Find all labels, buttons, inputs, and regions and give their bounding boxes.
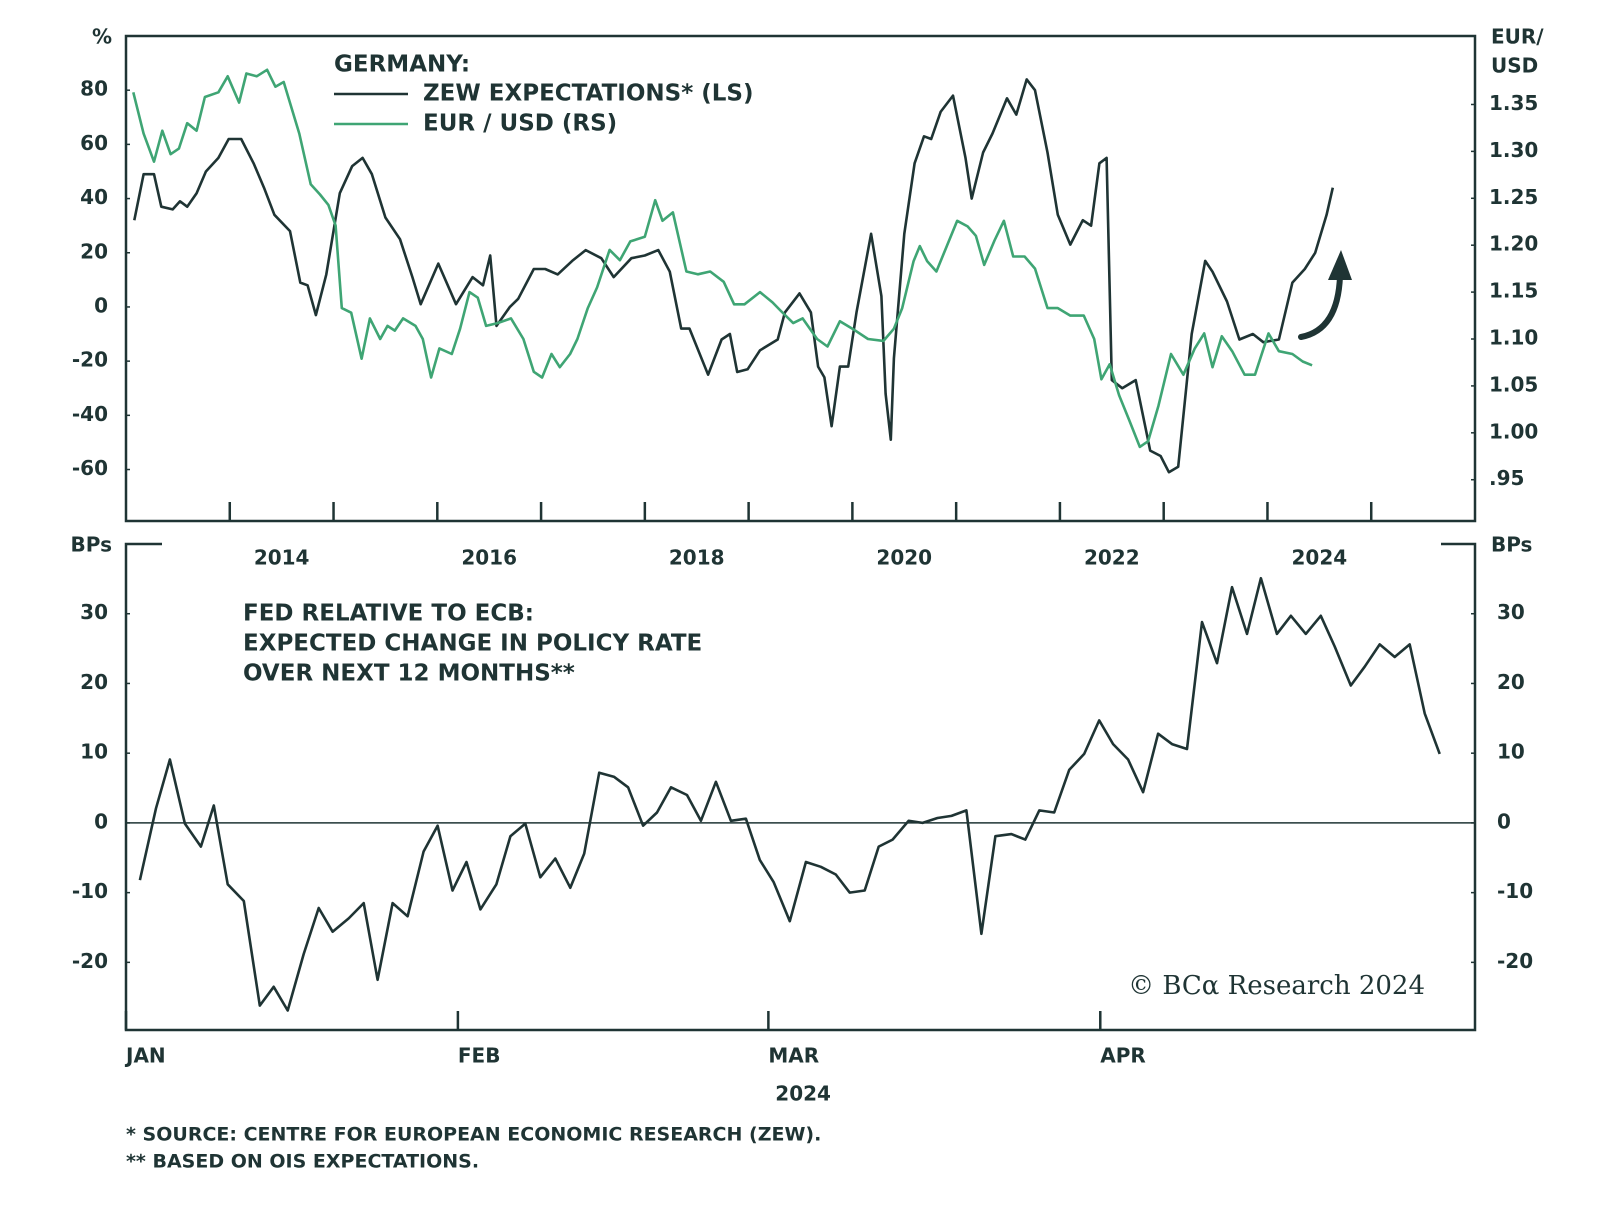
y2-tick-label: 1.00 [1489, 419, 1538, 443]
plot-frame [124, 34, 1477, 523]
y-tick-label: -60 [72, 456, 108, 480]
y2-tick-label: 1.20 [1489, 232, 1538, 256]
y2-tick-label: 1.10 [1489, 326, 1538, 350]
x-tick-label: MAR [768, 1044, 819, 1068]
y-tick-label-right: 30 [1497, 600, 1525, 624]
y-tick-label-right: 10 [1497, 740, 1525, 764]
y-tick-label: 60 [80, 131, 108, 155]
y2-tick-label: 1.15 [1489, 279, 1538, 303]
footnote: ** BASED ON OIS EXPECTATIONS. [126, 1151, 479, 1173]
x-tick-label: 2024 [1292, 546, 1348, 570]
x-tick-label: 2014 [254, 546, 310, 570]
footnote: * SOURCE: CENTRE FOR EUROPEAN ECONOMIC R… [126, 1124, 821, 1146]
x-axis-label: 2024 [775, 1082, 831, 1106]
copyright: © BCα Research 2024 [1128, 971, 1425, 1001]
y2-tick-label: 1.30 [1489, 138, 1538, 162]
y-tick-label: 80 [80, 77, 108, 101]
y2-tick-label: 1.35 [1489, 91, 1538, 115]
y2-tick-label: .95 [1489, 466, 1524, 490]
y-tick-label-right: 0 [1497, 809, 1511, 833]
series-line [133, 78, 1335, 474]
y-tick-label-right: -20 [1497, 949, 1533, 973]
y-tick-label-right: -10 [1497, 879, 1533, 903]
y-axis-label: BPs [71, 533, 112, 557]
y-tick-label-right: 20 [1497, 670, 1525, 694]
x-tick-label: APR [1100, 1044, 1146, 1068]
legend-label: ZEW EXPECTATIONS* (LS) [423, 81, 753, 107]
y2-tick-label: 1.05 [1489, 372, 1538, 396]
y-tick-label: -20 [72, 348, 108, 372]
y-tick-label: 0 [94, 293, 108, 317]
x-tick-label: 2018 [669, 546, 725, 570]
y-tick-label: -10 [72, 879, 108, 903]
plot-frame [124, 542, 1477, 1032]
panel-title: EXPECTED CHANGE IN POLICY RATE [243, 631, 702, 657]
y-axis-label-right: BPs [1491, 533, 1532, 557]
y-tick-label: 20 [80, 239, 108, 263]
y-axis-label: % [92, 25, 112, 49]
panel-title: FED RELATIVE TO ECB: [243, 601, 534, 627]
x-tick-label: 2016 [461, 546, 517, 570]
y-tick-label: 0 [94, 809, 108, 833]
x-tick-label: 2022 [1084, 546, 1140, 570]
y2-tick-label: 1.25 [1489, 185, 1538, 209]
series-line [132, 68, 1313, 449]
y-tick-label: 10 [80, 740, 108, 764]
y-tick-label: -20 [72, 949, 108, 973]
legend-title: GERMANY: [334, 52, 470, 78]
x-tick-label: JAN [124, 1044, 166, 1068]
x-tick-label: FEB [458, 1044, 501, 1068]
series-line [138, 576, 1441, 1012]
y2-axis-label: EUR/ [1491, 25, 1544, 49]
x-tick-label: 2020 [876, 546, 932, 570]
legend-label: EUR / USD (RS) [423, 111, 617, 137]
y-tick-label: 30 [80, 600, 108, 624]
y-tick-label: -40 [72, 402, 108, 426]
y-tick-label: 20 [80, 670, 108, 694]
y-tick-label: 40 [80, 185, 108, 209]
panel-title: OVER NEXT 12 MONTHS** [243, 661, 575, 687]
up-arrow-head [1328, 250, 1352, 280]
up-arrow [1298, 273, 1343, 340]
y2-axis-label: USD [1491, 54, 1538, 78]
